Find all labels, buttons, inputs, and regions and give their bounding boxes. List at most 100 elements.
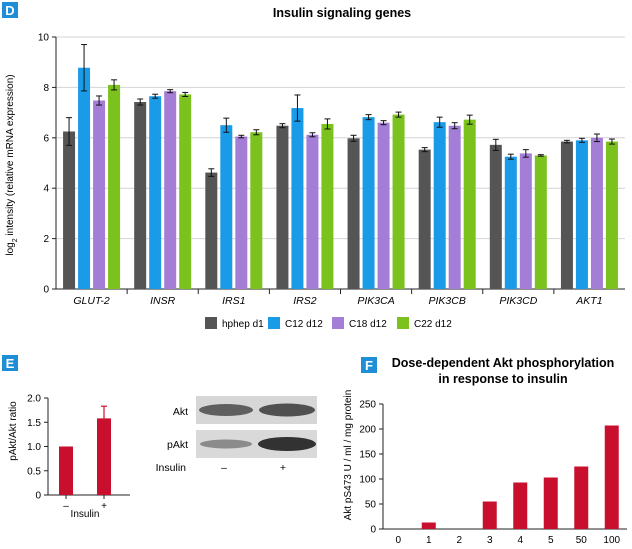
chart-f-ytick-label: 100 [359, 475, 376, 486]
chart-d-legend-label: C12 d12 [285, 319, 323, 330]
panel-d: D Insulin signaling genes log2 intensity… [2, 2, 625, 330]
chart-f-category-label: 1 [426, 535, 432, 546]
chart-d-legend-swatch [397, 317, 409, 329]
panel-f-letter: F [365, 358, 373, 373]
chart-d-bar [463, 119, 476, 289]
chart-d-bar [93, 100, 106, 289]
chart-d-bar [78, 67, 91, 289]
chart-e-bar [59, 446, 73, 495]
chart-d-bar [489, 144, 502, 289]
chart-d-bar [108, 84, 121, 289]
chart-d-bar [347, 138, 360, 289]
chart-d-bar [560, 141, 573, 289]
panel-e: E pAkt/Akt ratio 0 0.5 1.0 1.5 2.0 – + Insulin [2, 355, 130, 520]
chart-f-plot: 0 50 100 150 200 250 0 1 2 3 4 5 50 100 [359, 400, 627, 546]
chart-d-legend-swatch [332, 317, 344, 329]
chart-f-subtitle: in response to insulin [438, 372, 567, 386]
chart-e-ytick-label: 0 [35, 491, 41, 502]
chart-d-bar [575, 140, 588, 289]
chart-d-legend-label: hphep d1 [222, 319, 264, 330]
chart-f-category-label: 5 [548, 535, 554, 546]
chart-e-ytick-label: 2.0 [27, 394, 41, 405]
chart-f-bar [421, 522, 436, 529]
chart-d-ylabel: log2 intensity (relative mRNA expression… [5, 74, 19, 255]
chart-d-legend-swatch [205, 317, 217, 329]
chart-f-ytick-label: 150 [359, 450, 376, 461]
chart-d-bar [362, 117, 375, 289]
chart-e-xlabel: Insulin [71, 509, 100, 520]
chart-d-bar [291, 108, 304, 290]
chart-d-category-label: AKT1 [575, 295, 602, 307]
chart-d-ytick-label: 4 [43, 184, 49, 195]
panel-d-badge [2, 2, 18, 18]
chart-e-ytick-label: 1.5 [27, 418, 41, 429]
chart-d-bar [149, 96, 162, 289]
chart-d-category-label: PIK3CA [357, 295, 394, 307]
blot-band-akt-plus [259, 403, 315, 417]
chart-d-bar [534, 155, 547, 289]
panel-e-badge [2, 355, 18, 371]
chart-d-category-label: GLUT-2 [73, 295, 110, 307]
chart-d-category-label: INSR [150, 295, 176, 307]
chart-f-category-label: 4 [517, 535, 523, 546]
chart-d-ytick-label: 0 [43, 285, 49, 296]
chart-d-bar [235, 136, 248, 289]
chart-f-category-label: 50 [576, 535, 588, 546]
chart-e-plot: 0 0.5 1.0 1.5 2.0 – + [27, 394, 130, 512]
chart-f-category-label: 2 [456, 535, 462, 546]
chart-f-category-label: 0 [395, 535, 401, 546]
chart-f-bar [574, 466, 589, 529]
chart-f-ytick-label: 0 [370, 525, 376, 536]
chart-d-legend-swatch [268, 317, 280, 329]
chart-d-title: Insulin signaling genes [273, 6, 411, 20]
blot-label-pakt: pAkt [167, 439, 188, 451]
chart-d-bar [63, 131, 76, 289]
chart-f-ytick-label: 200 [359, 425, 376, 436]
chart-d-bar [179, 94, 192, 290]
chart-d-bar [306, 134, 319, 289]
chart-d-legend: hphep d1 C12 d12 C18 d12 C22 d12 [205, 317, 452, 330]
western-blot: Akt pAkt Insulin – + [156, 396, 317, 474]
chart-d-bar [448, 125, 461, 289]
chart-d-bar [220, 125, 233, 289]
chart-d-bar [276, 125, 289, 289]
chart-e-ytick-label: 1.0 [27, 442, 41, 453]
chart-d-category-label: PIK3CD [499, 295, 537, 307]
chart-f-bar [513, 482, 528, 529]
chart-d-bar [250, 132, 263, 289]
chart-d-bar [519, 153, 532, 289]
chart-d-bar [164, 91, 177, 290]
chart-e-bar [97, 418, 111, 495]
chart-d-category-label: IRS2 [293, 295, 317, 307]
chart-d-bar [321, 123, 334, 289]
chart-d-bar [504, 156, 517, 289]
chart-d-category-label: PIK3CB [429, 295, 466, 307]
chart-d-bar [418, 149, 431, 289]
chart-f-bar [604, 425, 619, 529]
chart-d-bars [63, 44, 618, 290]
chart-d-bar [134, 102, 147, 290]
chart-d-bar [205, 172, 218, 289]
blot-label-akt: Akt [173, 406, 188, 418]
chart-d-bar [605, 141, 618, 289]
chart-f-ytick-label: 250 [359, 400, 376, 411]
chart-e-category-label: – [63, 501, 69, 512]
chart-f-ytick-label: 50 [365, 500, 377, 511]
chart-d-ytick-label: 8 [43, 83, 49, 94]
chart-e-ylabel: pAkt/Akt ratio [8, 401, 19, 461]
panel-d-letter: D [5, 3, 14, 18]
chart-f-category-label: 3 [487, 535, 493, 546]
blot-lane-minus: – [221, 462, 227, 474]
panel-e-letter: E [6, 356, 15, 371]
chart-f-ylabel: Akt pS473 U / ml / mg protein [343, 390, 354, 521]
chart-d-bar [590, 137, 603, 289]
chart-d-bar [392, 114, 405, 289]
chart-e-category-label: + [101, 501, 107, 512]
chart-e-ytick-label: 0.5 [27, 466, 41, 477]
chart-d-ytick-label: 10 [38, 33, 50, 44]
blot-insulin-label: Insulin [156, 462, 187, 474]
blot-band-akt-minus [199, 404, 253, 416]
chart-f-bar [482, 501, 497, 529]
blot-lane-plus: + [280, 462, 286, 474]
